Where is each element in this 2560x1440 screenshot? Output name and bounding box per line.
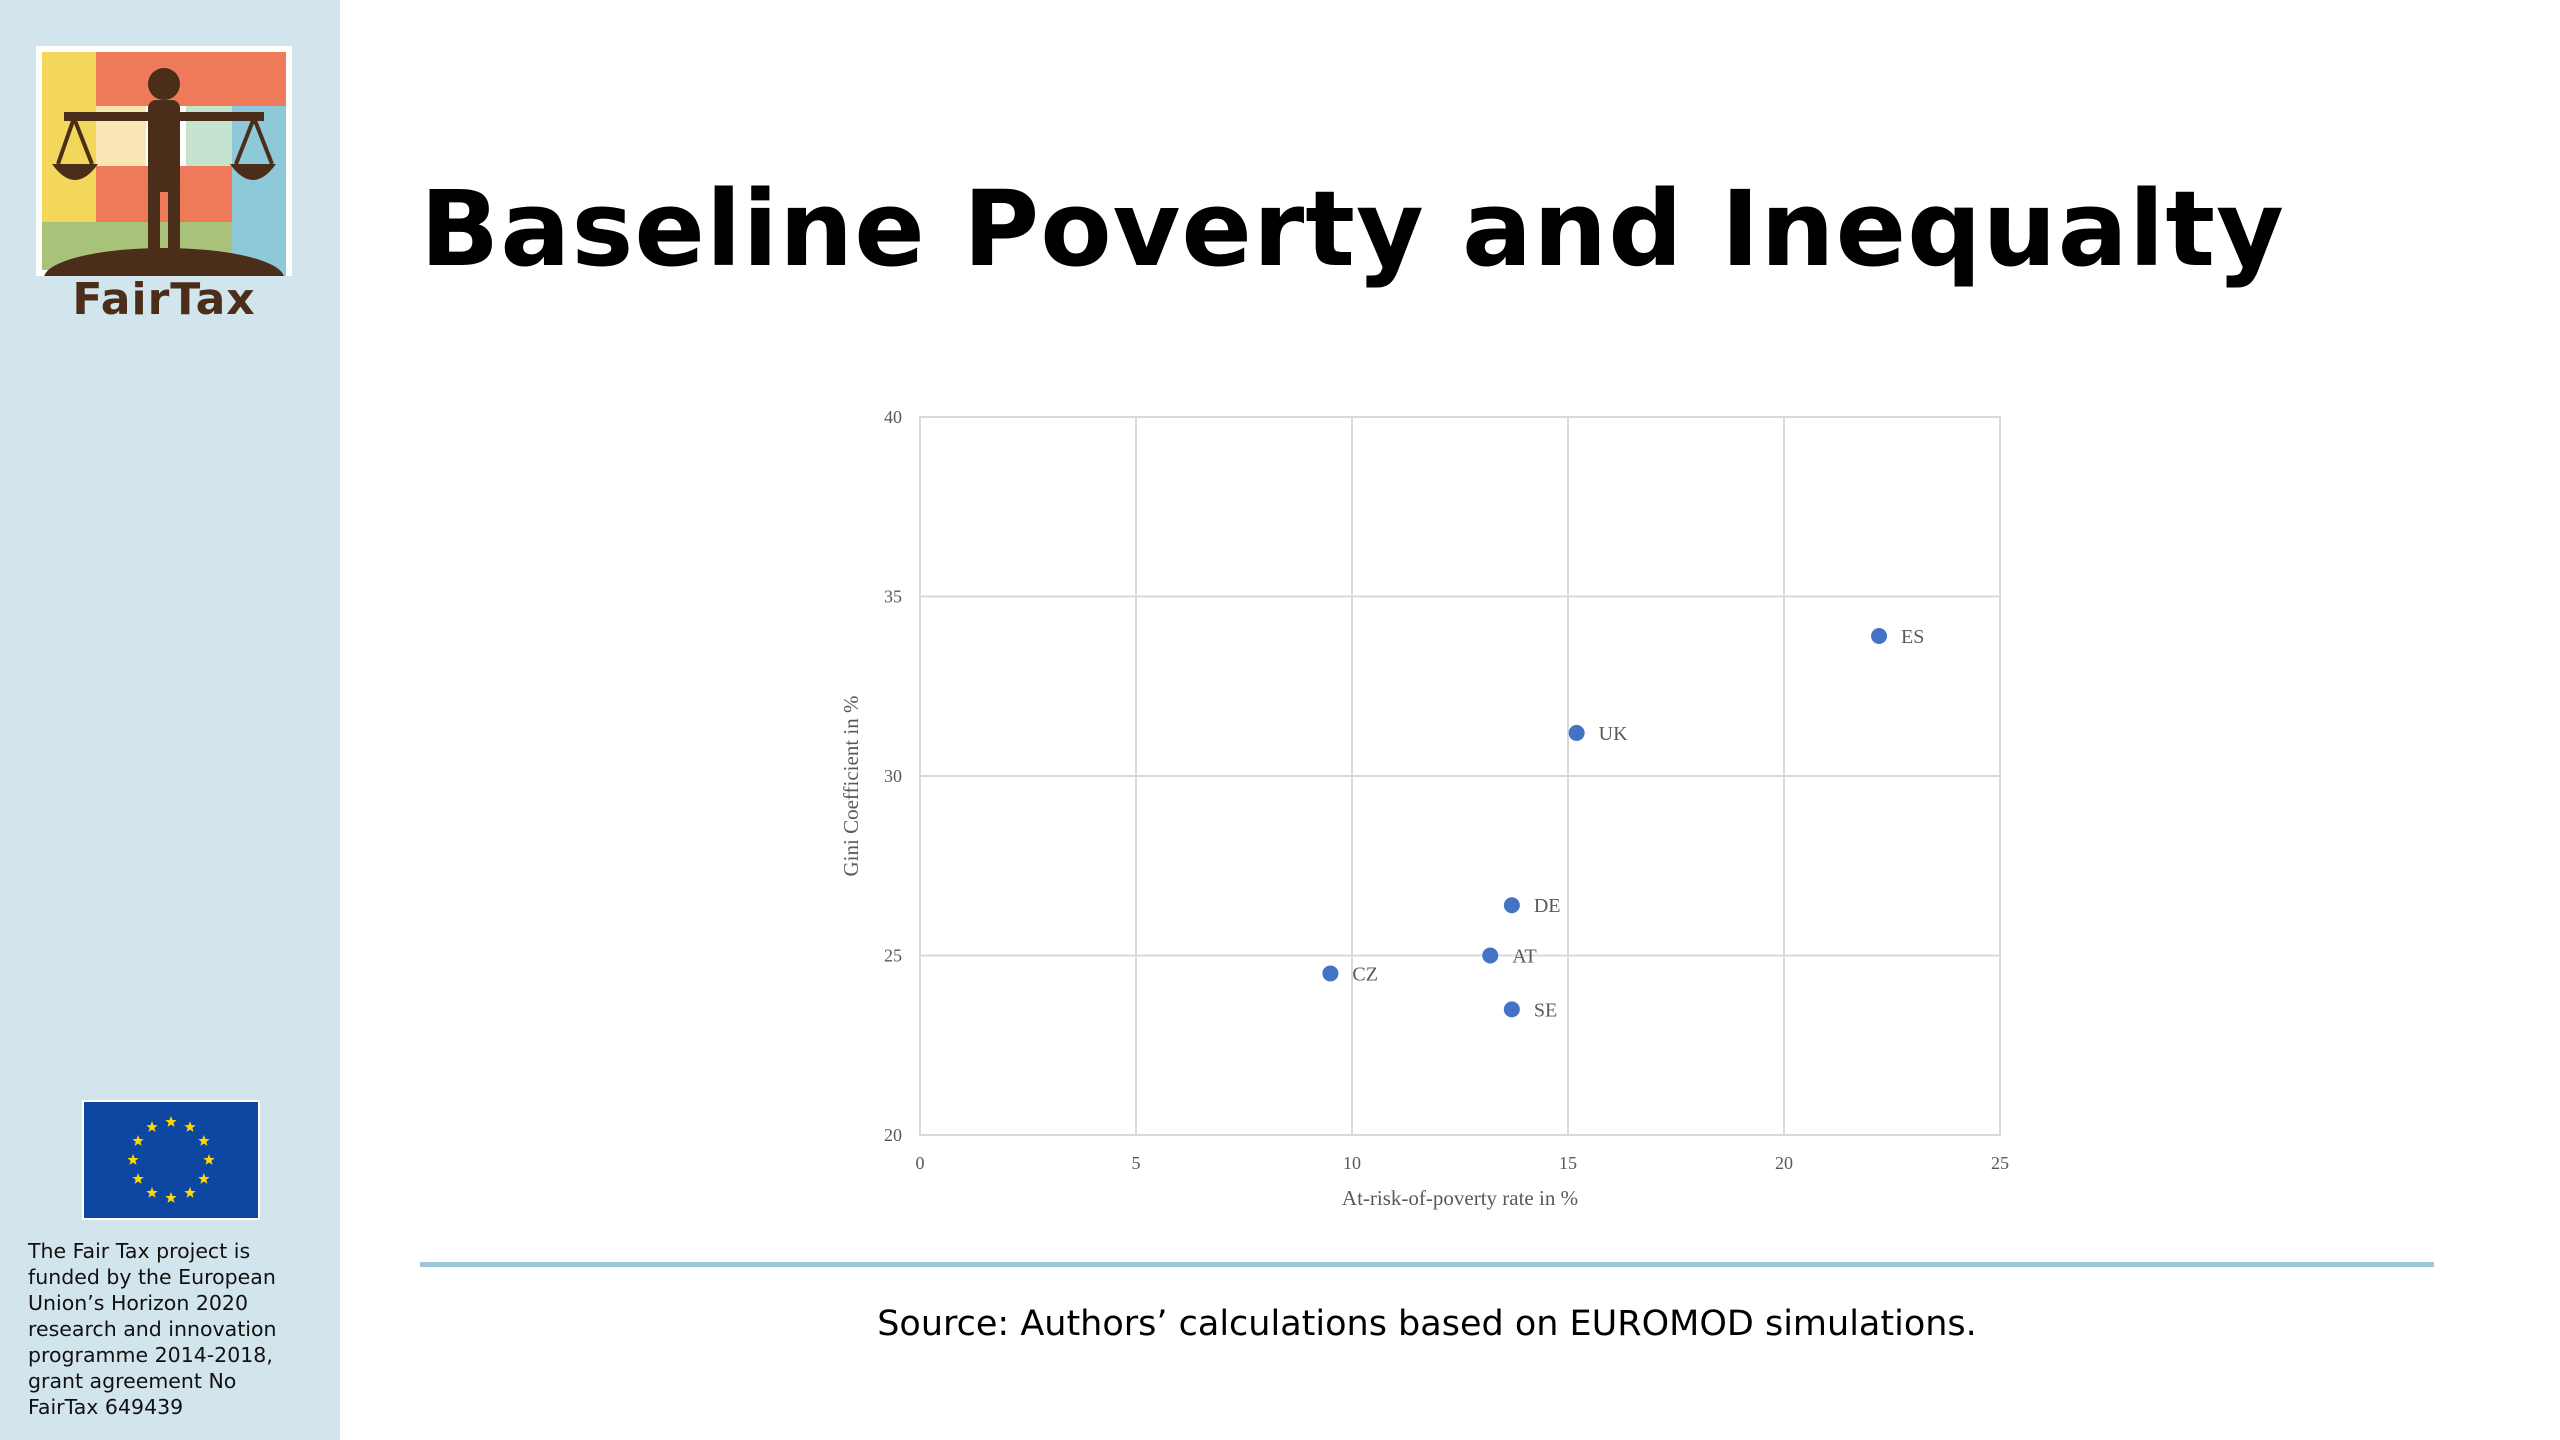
y-tick-label: 20: [884, 1125, 902, 1145]
data-label-uk: UK: [1599, 723, 1628, 745]
eu-star-icon: [165, 1192, 177, 1203]
y-axis-label: Gini Coefficient in %: [839, 696, 863, 877]
y-tick-label: 30: [884, 766, 902, 786]
source-note: Source: Authors’ calculations based on E…: [877, 1304, 1977, 1344]
eu-star-icon: [146, 1186, 158, 1198]
data-point-es: [1871, 627, 1888, 644]
eu-star-icon: [203, 1154, 215, 1165]
eu-star-icon: [146, 1121, 158, 1132]
eu-star-icon: [127, 1154, 139, 1165]
fairtax-logo-graphic: [36, 46, 292, 308]
data-label-de: DE: [1534, 895, 1561, 917]
y-tick-label: 25: [884, 946, 902, 966]
data-label-at: AT: [1512, 946, 1536, 968]
data-label-se: SE: [1534, 999, 1557, 1021]
y-tick-label: 35: [884, 587, 902, 607]
eu-star-icon: [132, 1173, 144, 1184]
data-label-es: ES: [1901, 626, 1924, 648]
sidebar: FairTax The Fair Tax project is funded b…: [0, 0, 340, 1440]
eu-star-icon: [198, 1135, 210, 1146]
x-tick-label: 15: [1559, 1153, 1577, 1173]
divider: [420, 1262, 2434, 1267]
data-point-at: [1482, 947, 1499, 964]
y-tick-label: 40: [884, 407, 902, 427]
x-tick-label: 20: [1775, 1153, 1793, 1173]
scatter-chart: 0 5 10 15 20 25 20 25 30 35 40 At-risk-of-poverty r…: [820, 385, 2020, 1225]
eu-star-icon: [198, 1173, 210, 1184]
x-tick-label: 25: [1991, 1153, 2009, 1173]
x-tick-label: 0: [916, 1153, 925, 1173]
eu-star-icon: [184, 1121, 196, 1132]
data-point-cz: [1322, 965, 1339, 982]
x-tick-label: 5: [1132, 1153, 1141, 1173]
data-label-cz: CZ: [1352, 963, 1378, 985]
logo-text: FairTax: [72, 274, 256, 325]
eu-star-icon: [165, 1116, 177, 1127]
x-axis-label: At-risk-of-poverty rate in %: [1342, 1186, 1578, 1210]
slide-title: Baseline Poverty and Inequalty: [420, 168, 2285, 290]
data-point-se: [1503, 1001, 1520, 1018]
chart-svg: 0 5 10 15 20 25 20 25 30 35 40 At-risk-of-poverty r…: [839, 407, 2009, 1210]
x-tick-label: 10: [1343, 1153, 1361, 1173]
eu-star-icon: [184, 1186, 196, 1198]
eu-star-icon: [132, 1135, 144, 1146]
eu-flag-icon: [82, 1100, 260, 1220]
fairtax-logo: FairTax: [36, 46, 292, 336]
eu-stars: [127, 1116, 215, 1203]
funding-text: The Fair Tax project is funded by the Eu…: [28, 1239, 277, 1419]
data-point-uk: [1568, 724, 1585, 741]
data-point-de: [1503, 897, 1520, 914]
